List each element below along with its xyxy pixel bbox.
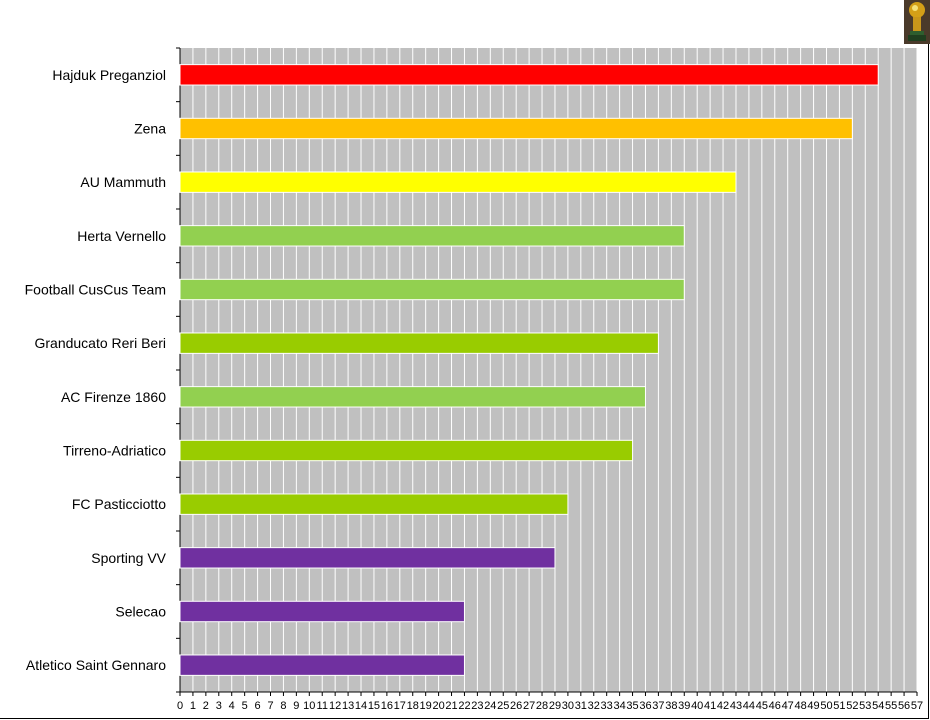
- bar: [179, 64, 879, 86]
- bar: [179, 225, 685, 247]
- category-label: AU Mammuth: [80, 174, 166, 190]
- x-tick-label: 48: [795, 700, 807, 712]
- x-tick-label: 14: [355, 700, 367, 712]
- x-tick-label: 22: [458, 700, 470, 712]
- x-tick-label: 40: [691, 700, 703, 712]
- x-tick-label: 29: [549, 700, 561, 712]
- bar: [179, 654, 465, 676]
- x-tick-label: 2: [203, 700, 209, 712]
- bar: [179, 117, 853, 140]
- x-tick-label: 47: [782, 700, 794, 712]
- x-tick-label: 30: [562, 700, 574, 712]
- x-tick-label: 53: [859, 700, 871, 712]
- category-label: Selecao: [115, 604, 166, 620]
- category-label: Football CusCus Team: [25, 282, 166, 298]
- x-tick-label: 42: [717, 700, 729, 712]
- x-tick-label: 44: [743, 700, 755, 712]
- bar: [179, 547, 556, 569]
- category-label: Tirreno-Adriatico: [63, 443, 166, 459]
- x-tick-label: 10: [303, 700, 315, 712]
- x-tick-label: 49: [807, 700, 819, 712]
- x-tick-label: 20: [432, 700, 444, 712]
- category-label: Granducato Reri Beri: [34, 335, 166, 351]
- x-tick-label: 33: [601, 700, 613, 712]
- x-tick-label: 15: [368, 700, 380, 712]
- x-tick-label: 25: [497, 700, 509, 712]
- x-tick-label: 56: [898, 700, 910, 712]
- x-tick-label: 7: [267, 700, 273, 712]
- x-tick-label: 38: [665, 700, 677, 712]
- x-tick-label: 34: [613, 700, 625, 712]
- category-label: Zena: [134, 121, 166, 137]
- category-label: AC Firenze 1860: [61, 389, 166, 405]
- x-tick-label: 5: [242, 700, 248, 712]
- x-tick-label: 31: [575, 700, 587, 712]
- plot-area: [180, 48, 917, 692]
- x-tick-label: 46: [769, 700, 781, 712]
- x-tick-label: 26: [510, 700, 522, 712]
- bar: [179, 493, 569, 515]
- bar: [179, 171, 737, 193]
- x-tick-label: 32: [588, 700, 600, 712]
- x-tick-label: 24: [484, 700, 496, 712]
- category-label: Herta Vernello: [77, 228, 166, 244]
- x-tick-label: 57: [911, 700, 923, 712]
- x-tick-label: 8: [280, 700, 286, 712]
- x-tick-label: 28: [536, 700, 548, 712]
- x-tick-label: 13: [342, 700, 354, 712]
- x-tick-label: 27: [523, 700, 535, 712]
- category-label: Atletico Saint Gennaro: [26, 657, 166, 673]
- x-tick-label: 18: [407, 700, 419, 712]
- x-tick-label: 4: [229, 700, 235, 712]
- trophy-icon: [904, 0, 930, 44]
- bar: [179, 600, 465, 623]
- category-label: Hajduk Preganziol: [52, 67, 166, 83]
- x-tick-label: 17: [394, 700, 406, 712]
- x-tick-label: 37: [652, 700, 664, 712]
- x-tick-label: 41: [704, 700, 716, 712]
- x-tick-label: 55: [885, 700, 897, 712]
- x-tick-label: 45: [756, 700, 768, 712]
- x-tick-label: 3: [216, 700, 222, 712]
- x-tick-label: 0: [177, 700, 183, 712]
- x-tick-label: 23: [471, 700, 483, 712]
- x-tick-label: 51: [833, 700, 845, 712]
- bar: [179, 332, 659, 354]
- x-tick-label: 52: [846, 700, 858, 712]
- x-tick-label: 16: [381, 700, 393, 712]
- category-label: FC Pasticciotto: [72, 496, 166, 512]
- x-tick-label: 35: [626, 700, 638, 712]
- x-tick-label: 54: [872, 700, 884, 712]
- x-tick-label: 43: [730, 700, 742, 712]
- x-tick-label: 12: [329, 700, 341, 712]
- x-tick-label: 39: [678, 700, 690, 712]
- x-tick-label: 11: [317, 700, 328, 712]
- bar: [179, 386, 646, 408]
- x-tick-label: 36: [639, 700, 651, 712]
- x-tick-label: 50: [820, 700, 832, 712]
- x-tick-label: 1: [190, 700, 196, 712]
- category-label: Sporting VV: [91, 550, 166, 566]
- x-tick-label: 21: [445, 700, 457, 712]
- bar: [179, 439, 634, 462]
- x-tick-label: 9: [293, 700, 299, 712]
- x-tick-label: 6: [255, 700, 261, 712]
- x-tick-label: 19: [420, 700, 432, 712]
- bar: [179, 278, 685, 301]
